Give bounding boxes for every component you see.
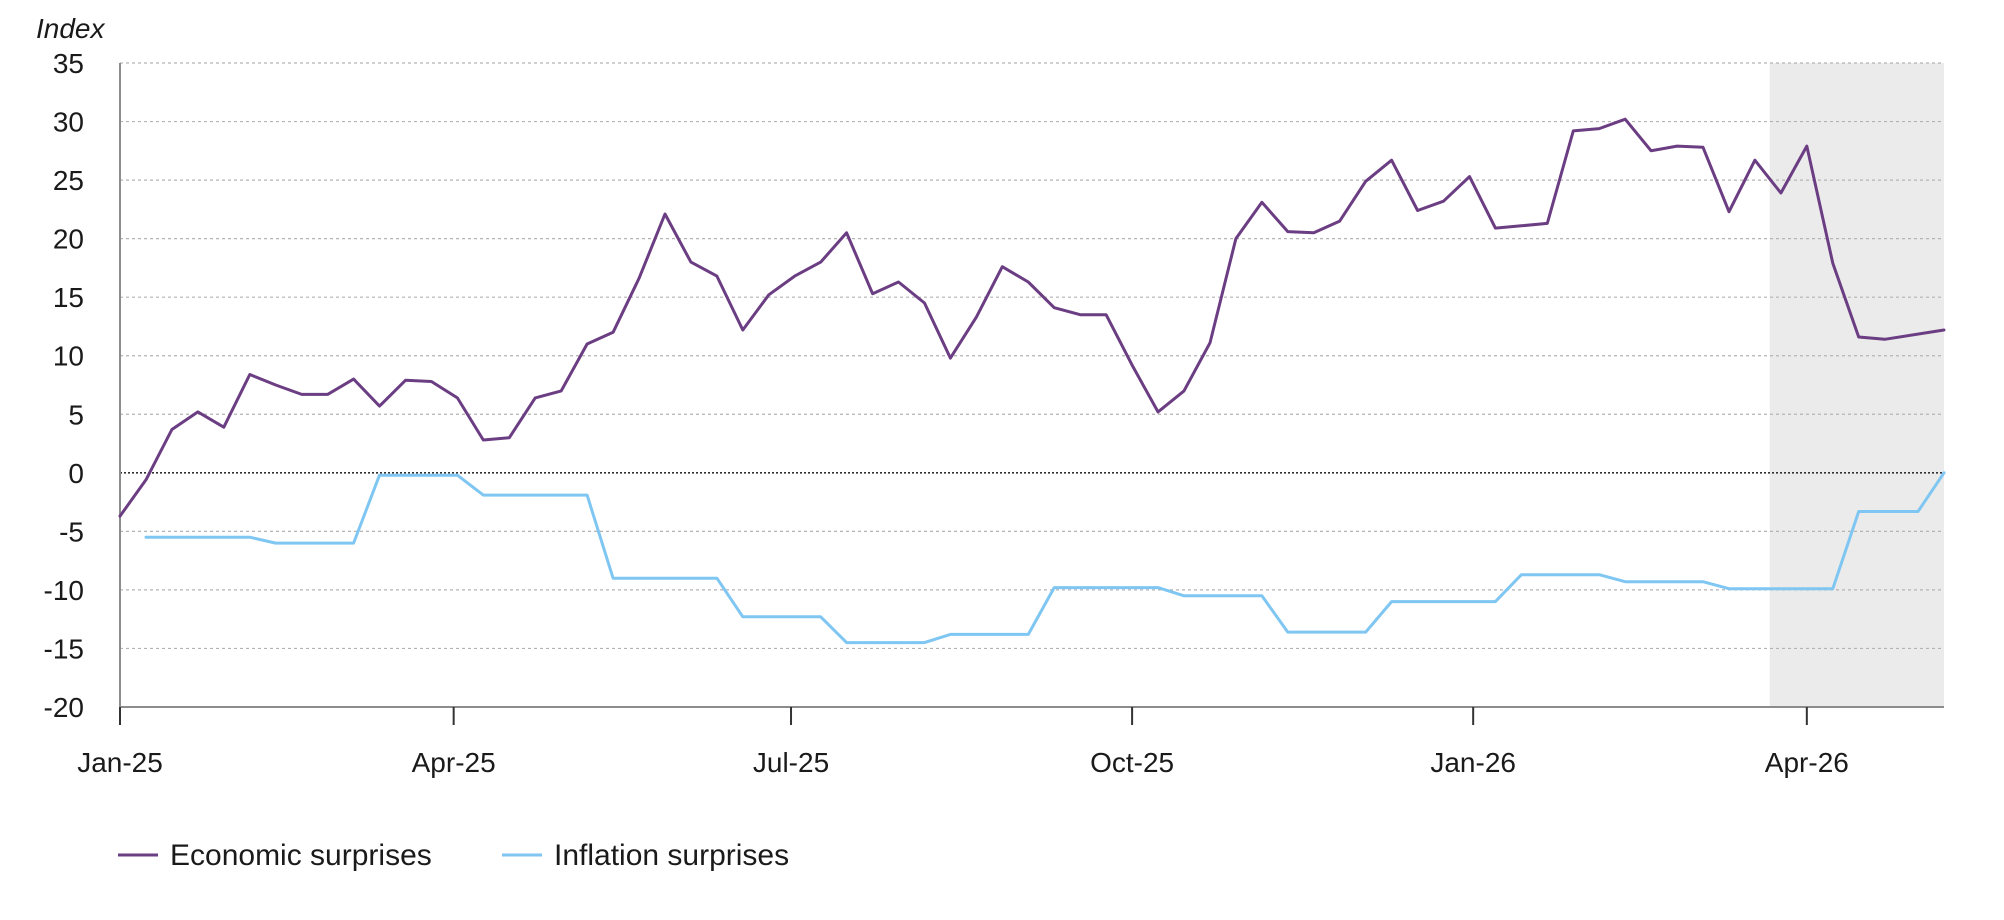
- y-tick-label: 20: [53, 224, 84, 255]
- y-tick-label: -10: [44, 575, 84, 606]
- shaded-region-layer: [1769, 63, 1944, 707]
- y-tick-label: 10: [53, 341, 84, 372]
- legend: Economic surprises Inflation surprises: [118, 839, 789, 872]
- x-tick-label: Apr-25: [412, 747, 496, 778]
- y-tick-label: -20: [44, 692, 84, 723]
- series-line-inflation-surprises: [144, 471, 1946, 645]
- axes: [119, 63, 1944, 725]
- y-tick-label: 30: [53, 107, 84, 138]
- x-tick-label: Apr-26: [1765, 747, 1849, 778]
- series-lines: [118, 117, 1946, 645]
- y-tick-label: 15: [53, 282, 84, 313]
- legend-label: Inflation surprises: [554, 839, 789, 872]
- y-tick-label: 35: [53, 48, 84, 79]
- x-tick-label: Oct-25: [1090, 747, 1174, 778]
- y-tick-label: 25: [53, 165, 84, 196]
- gridlines: [120, 62, 1944, 650]
- y-tick-label: 0: [68, 458, 84, 489]
- x-tick-label: Jul-25: [753, 747, 829, 778]
- y-tick-label: 5: [68, 399, 84, 430]
- legend-label: Economic surprises: [170, 839, 432, 872]
- shaded-forecast-region: [1769, 63, 1944, 707]
- series-line-economic-surprises: [118, 117, 1946, 518]
- x-tick-label: Jan-25: [77, 747, 163, 778]
- y-tick-label: -5: [59, 516, 84, 547]
- y-tick-labels: 35 30 25 20 15 10 5 0 -5 -10 -15 -20: [44, 48, 84, 723]
- y-tick-label: -15: [44, 633, 84, 664]
- x-tick-labels: Jan-25 Apr-25 Jul-25 Oct-25 Jan-26 Apr-26: [77, 747, 1849, 778]
- y-axis-title: Index: [36, 13, 105, 44]
- x-tick-label: Jan-26: [1430, 747, 1516, 778]
